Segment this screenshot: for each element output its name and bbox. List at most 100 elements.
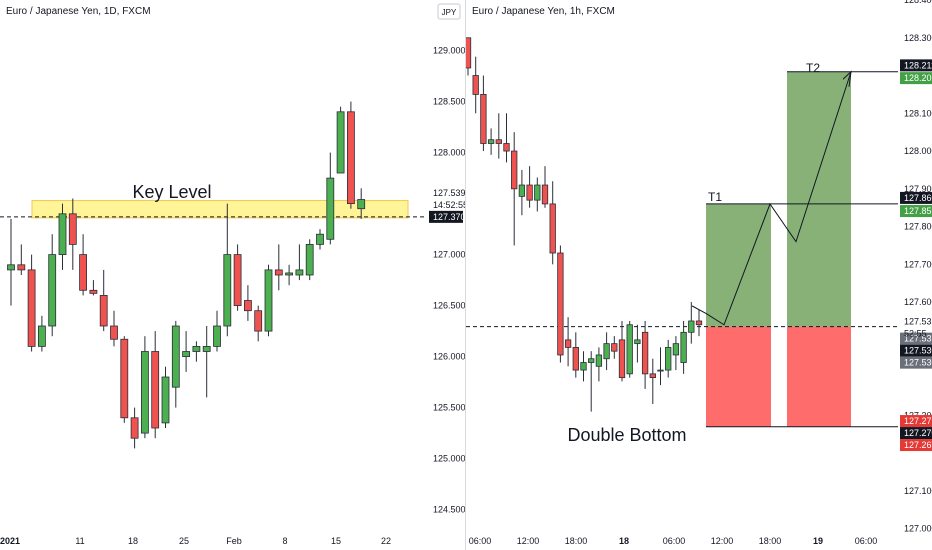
stop-2-zone xyxy=(787,326,851,427)
daily-candle-8 xyxy=(89,289,98,294)
daily-candle-23 xyxy=(243,300,252,312)
hourly-price-tick: 127.900 xyxy=(904,184,932,194)
daily-price-tick: 126.000 xyxy=(433,352,466,362)
daily-candle-4 xyxy=(48,254,57,327)
daily-candle-16 xyxy=(171,325,180,388)
daily-candle-14 xyxy=(151,351,160,429)
hourly-candle-6 xyxy=(511,150,518,190)
hourly-candle-26 xyxy=(665,347,672,371)
hourly-candle-16 xyxy=(588,358,595,363)
hourly-time-tick: 18:00 xyxy=(759,536,782,546)
daily-candle-12 xyxy=(130,417,139,439)
daily-candle-20 xyxy=(213,325,221,347)
hourly-symbol-title: Euro / Japanese Yen, 1h, FXCM xyxy=(472,6,615,17)
stop-1-zone xyxy=(706,326,771,427)
hourly-chart-panel[interactable]: 128.400128.300128.100128.000127.900127.8… xyxy=(466,0,932,550)
hourly-price-badge xyxy=(900,72,932,85)
hourly-time-tick: 06:00 xyxy=(663,536,686,546)
hourly-price-tick: 128.300 xyxy=(904,33,932,43)
hourly-candle-27 xyxy=(672,343,680,356)
hourly-candle-15 xyxy=(580,362,587,371)
daily-price-tick: 125.000 xyxy=(433,454,466,464)
hourly-price-tick: 127.700 xyxy=(904,259,932,269)
target-2-zone xyxy=(787,71,851,327)
daily-date-tick: Feb xyxy=(226,536,242,546)
hourly-price-badge-label: 127.860 xyxy=(904,193,932,203)
hourly-candle-13 xyxy=(564,339,572,348)
hourly-candle-19 xyxy=(611,343,618,352)
hourly-price-tick: 127.100 xyxy=(904,486,932,496)
hourly-candle-14 xyxy=(572,347,579,371)
daily-candle-7 xyxy=(79,254,87,291)
daily-candle-31 xyxy=(326,177,335,240)
daily-price-tick: 128.000 xyxy=(433,148,466,158)
hourly-candle-0 xyxy=(466,37,472,69)
hourly-candle-3 xyxy=(487,139,495,144)
daily-candle-30 xyxy=(316,233,324,245)
hourly-candle-5 xyxy=(503,143,510,152)
hourly-candle-12 xyxy=(557,252,564,356)
daily-date-tick: 18 xyxy=(128,536,138,546)
daily-candle-34 xyxy=(357,199,366,210)
daily-candle-26 xyxy=(274,269,283,276)
daily-candle-21 xyxy=(223,254,232,327)
daily-candle-29 xyxy=(305,243,314,276)
hourly-price-tick: 128.000 xyxy=(904,146,932,156)
daily-price-tick: 128.500 xyxy=(433,97,466,107)
daily-candle-13 xyxy=(140,351,149,434)
daily-candle-2 xyxy=(27,269,36,347)
hourly-time-tick: 19 xyxy=(813,536,823,546)
hourly-candle-2 xyxy=(480,94,487,144)
hourly-candle-8 xyxy=(526,184,533,201)
hourly-candle-22 xyxy=(634,339,641,345)
hourly-price-tick: 127.600 xyxy=(904,297,932,307)
daily-date-tick: 25 xyxy=(179,536,189,546)
hourly-time-tick: 06:00 xyxy=(469,536,492,546)
hourly-chart[interactable]: 128.400128.300128.100128.000127.900127.8… xyxy=(466,0,932,550)
hourly-candle-7 xyxy=(518,184,526,197)
target-2-label: T2 xyxy=(806,61,820,75)
target-1-label: T1 xyxy=(708,190,722,204)
hourly-price-badge-label: 127.530 xyxy=(904,346,932,356)
hourly-price-tick: 127.800 xyxy=(904,222,932,232)
hourly-candle-25 xyxy=(657,369,664,372)
hourly-price-badge xyxy=(900,344,932,357)
target-1-zone xyxy=(706,203,771,327)
daily-candle-22 xyxy=(233,254,242,307)
hourly-price-badge xyxy=(900,415,932,428)
daily-chart-panel[interactable]: 129.000 128.500 128.000 127.000 126.500 126.0… xyxy=(0,0,466,550)
daily-candle-27 xyxy=(285,272,294,276)
daily-candle-11 xyxy=(120,338,129,419)
daily-candle-18 xyxy=(192,345,201,352)
hourly-time-tick: 18:00 xyxy=(565,536,588,546)
hourly-price-badge-label: 127.271 xyxy=(904,416,932,426)
hourly-entry-label: 127.539 xyxy=(904,317,932,327)
daily-candle-25 xyxy=(264,269,273,332)
daily-price-tick: 127.000 xyxy=(433,250,466,260)
daily-chart[interactable]: 129.000 128.500 128.000 127.000 126.500 126.0… xyxy=(0,0,466,550)
hourly-price-tick: 128.400 xyxy=(904,0,932,5)
hourly-time-tick: 12:00 xyxy=(517,536,540,546)
daily-price-tick: 124.500 xyxy=(433,505,466,515)
daily-candle-3 xyxy=(38,325,46,347)
hourly-candle-30 xyxy=(695,320,703,326)
hourly-candle-17 xyxy=(595,354,603,367)
hourly-candle-10 xyxy=(541,184,549,205)
hourly-price-badge xyxy=(900,191,932,204)
hourly-candle-21 xyxy=(626,324,633,375)
currency-badge[interactable] xyxy=(437,3,461,20)
hourly-candle-29 xyxy=(688,320,695,333)
hourly-price-tick: 128.100 xyxy=(904,108,932,118)
daily-candle-24 xyxy=(254,310,263,332)
hourly-price-badge xyxy=(900,356,932,369)
daily-candle-19 xyxy=(202,345,211,352)
hourly-price-badge-label: 128.211 xyxy=(904,60,932,70)
projected-path xyxy=(691,71,852,326)
hourly-price-badge-label: 127.269 xyxy=(904,440,932,450)
hourly-price-badge-label: 127.857 xyxy=(904,206,932,216)
daily-price-tick: 125.500 xyxy=(433,403,466,413)
daily-price-tick: 129.000 xyxy=(433,46,466,56)
hourly-candle-24 xyxy=(649,373,656,379)
daily-candle-0 xyxy=(7,264,15,271)
daily-candle-33 xyxy=(346,111,355,205)
